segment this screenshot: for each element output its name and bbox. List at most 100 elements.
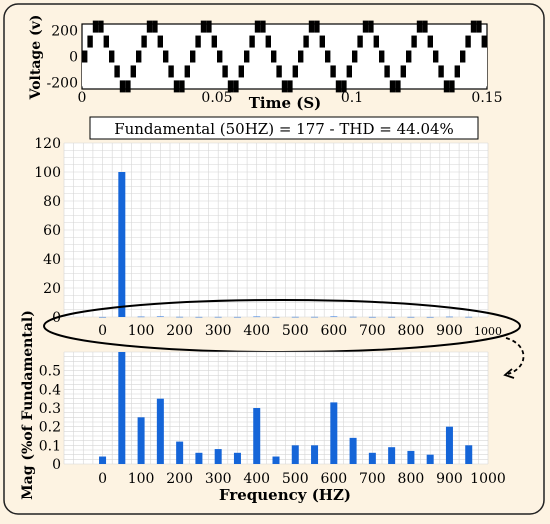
spectrum-bar — [156, 316, 164, 317]
waveform-step — [195, 41, 201, 87]
waveform-step — [325, 56, 331, 87]
waveform-level-block — [238, 65, 244, 78]
voltage-y-tick-label: -200 — [47, 76, 78, 92]
waveform-step — [319, 41, 325, 87]
waveform-step — [481, 41, 487, 87]
waveform-level-block — [254, 20, 261, 33]
waveform-level-block — [146, 20, 153, 33]
waveform-level-block — [346, 65, 352, 78]
spectrum-bar — [214, 449, 222, 464]
zoom-spectrum-panel: 0 100 200 300 400 500 600 700 800 900 1000 00.10.2… — [20, 310, 506, 504]
zoom-arrow — [505, 337, 525, 375]
waveform-step — [422, 26, 428, 87]
y-tick-label: 40 — [43, 252, 61, 268]
y-tick-label: 80 — [43, 194, 61, 210]
waveform-level-block — [406, 50, 412, 63]
spectrum-bar — [118, 172, 126, 317]
waveform-level-block — [395, 80, 401, 93]
y-tick-label: 0.3 — [39, 401, 61, 417]
waveform-step — [308, 26, 315, 87]
waveform-step — [271, 56, 277, 87]
spectrum-bar — [426, 316, 434, 318]
spectrum-bar — [349, 316, 357, 318]
voltage-x-tick-label: 0.05 — [201, 90, 232, 106]
waveform-step — [87, 41, 93, 87]
waveform-level-block — [384, 65, 390, 78]
x-tick-label: 500 — [282, 471, 309, 487]
waveform-step — [146, 26, 153, 87]
y-tick-label: 0 — [52, 457, 61, 473]
spectrum-title: Fundamental (50HZ) = 177 - THD = 44.04% — [114, 120, 454, 138]
waveform-level-block — [427, 35, 433, 48]
x-tick-label: 600 — [320, 323, 347, 339]
waveform-step — [92, 26, 99, 87]
x-tick-label: 400 — [243, 471, 270, 487]
waveform-step — [136, 56, 142, 87]
waveform-step — [260, 26, 266, 87]
x-tick-label: 900 — [436, 471, 463, 487]
waveform-step — [254, 26, 261, 87]
waveform-step — [438, 71, 444, 87]
x-tick-label: 600 — [320, 471, 347, 487]
waveform-level-block — [125, 80, 131, 93]
spectrum-bar — [118, 352, 126, 464]
waveform-step — [314, 26, 320, 87]
y-tick-label: 100 — [34, 165, 61, 181]
waveform-level-block — [357, 35, 363, 48]
waveform-step — [465, 41, 471, 87]
spectrum-bar — [99, 316, 107, 318]
zoom-arrow-head — [503, 368, 515, 379]
waveform-step — [168, 71, 174, 87]
waveform-level-block — [379, 50, 385, 63]
waveform-level-block — [217, 50, 223, 63]
waveform-level-block — [373, 35, 379, 48]
waveform-level-block — [249, 35, 255, 48]
waveform-level-block — [222, 65, 228, 78]
waveform-step — [206, 26, 212, 87]
waveform-step — [103, 41, 109, 87]
spectrum-bar — [272, 456, 280, 464]
y-tick-label: 0.5 — [39, 364, 61, 380]
waveform-step — [330, 71, 336, 87]
spectrum-bar — [176, 316, 184, 318]
waveform-level-block — [265, 35, 271, 48]
waveform-level-block — [400, 65, 406, 78]
waveform-step — [244, 56, 250, 87]
waveform-step — [433, 56, 439, 87]
waveform-level-block — [470, 20, 477, 33]
waveform-level-block — [325, 50, 331, 63]
waveform-level-block — [330, 65, 336, 78]
waveform-level-block — [460, 50, 466, 63]
waveform-step — [303, 41, 309, 87]
waveform-level-block — [179, 80, 185, 93]
waveform-level-block — [411, 35, 417, 48]
spectrum-bar — [445, 426, 453, 464]
waveform-step — [406, 56, 412, 87]
x-tick-label: 200 — [166, 471, 193, 487]
y-tick-label: 0.1 — [39, 438, 61, 454]
waveform-level-block — [368, 20, 374, 33]
waveform-level-block — [157, 35, 163, 48]
waveform-step — [476, 26, 482, 87]
waveform-level-block — [438, 65, 444, 78]
waveform-level-block — [303, 35, 309, 48]
x-tick-label: 0 — [98, 471, 107, 487]
y-tick-label: 20 — [43, 281, 61, 297]
waveform-step — [98, 26, 104, 87]
waveform-step — [249, 41, 255, 87]
waveform-step — [157, 41, 163, 87]
waveform-step — [373, 41, 379, 87]
waveform-level-block — [416, 20, 423, 33]
spectrum-bar — [253, 316, 261, 318]
voltage-x-axis-title: Time (S) — [249, 94, 322, 112]
waveform-level-block — [314, 20, 320, 33]
waveform-level-block — [281, 80, 288, 93]
waveform-level-block — [119, 80, 126, 93]
x-tick-label: 500 — [282, 323, 309, 339]
waveform-level-block — [227, 80, 234, 93]
spectrum-bar — [465, 316, 473, 318]
spectrum-bar — [368, 452, 376, 464]
waveform-level-block — [465, 35, 471, 48]
waveform-step — [454, 71, 460, 87]
voltage-x-tick-label: 0.15 — [471, 90, 502, 106]
